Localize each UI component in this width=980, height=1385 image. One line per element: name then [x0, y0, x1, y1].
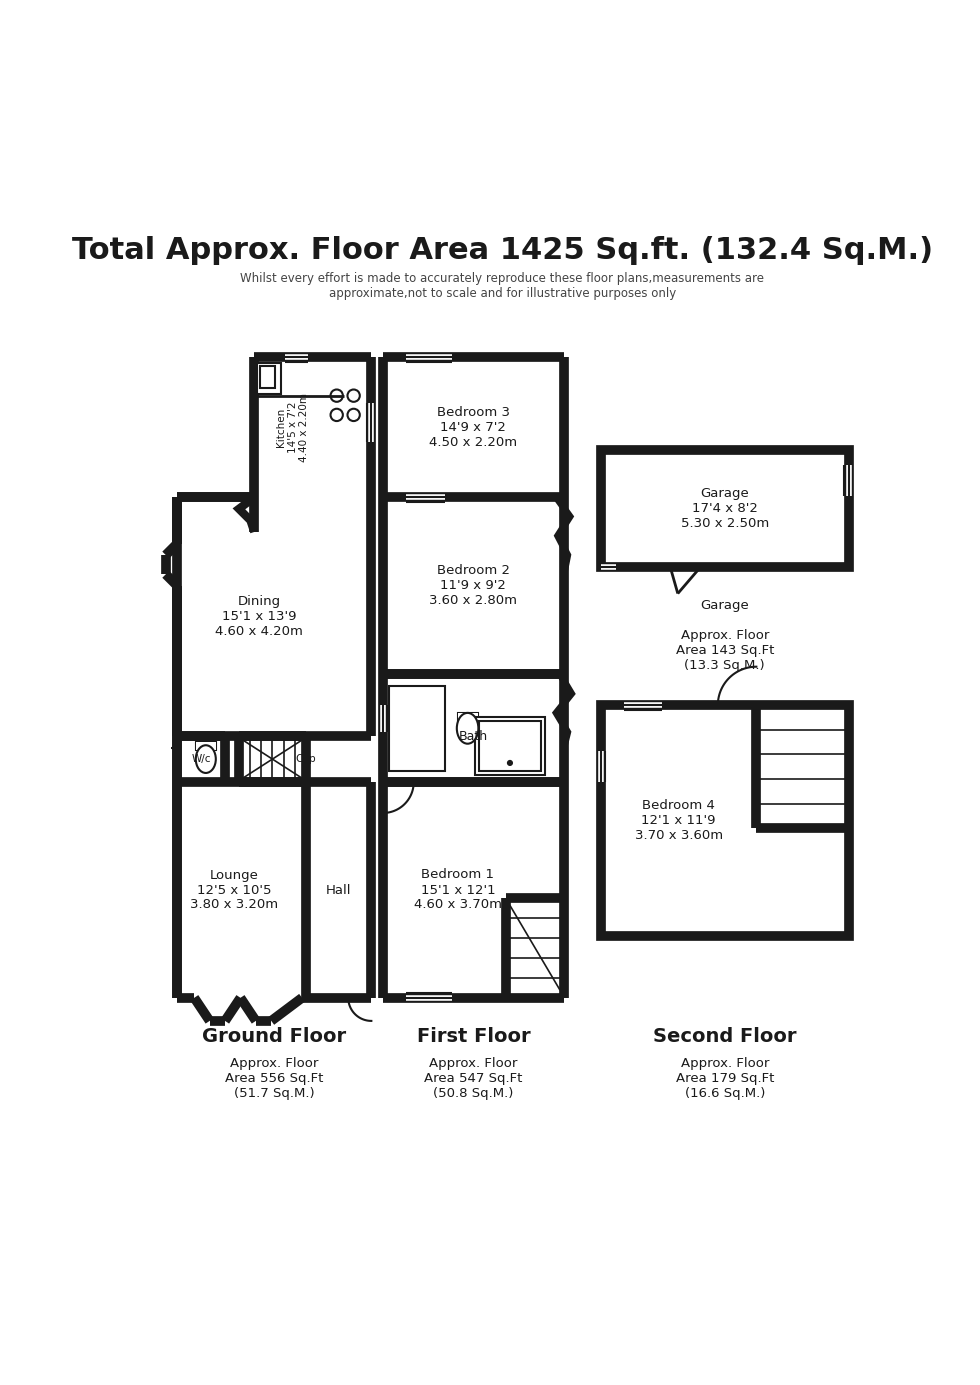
Bar	[260, 367, 275, 388]
Text: Kitchen
14'5 x 7'2
4.40 x 2.20m: Kitchen 14'5 x 7'2 4.40 x 2.20m	[276, 393, 310, 461]
Bar	[475, 717, 545, 774]
Text: Bedroom 2
11'9 x 9'2
3.60 x 2.80m: Bedroom 2 11'9 x 9'2 3.60 x 2.80m	[429, 564, 517, 608]
Text: Lounge
12'5 x 10'5
3.80 x 3.20m: Lounge 12'5 x 10'5 3.80 x 3.20m	[190, 868, 278, 911]
Bar	[601, 705, 849, 936]
Ellipse shape	[196, 745, 216, 773]
Text: Bedroom 1
15'1 x 12'1
4.60 x 3.70m: Bedroom 1 15'1 x 12'1 4.60 x 3.70m	[414, 868, 502, 911]
Bar	[196, 742, 216, 749]
Text: Garage

Approx. Floor
Area 143 Sq.Ft
(13.3 Sq.M.): Garage Approx. Floor Area 143 Sq.Ft (13.…	[675, 600, 774, 672]
Bar	[601, 450, 849, 566]
Bar	[257, 363, 281, 395]
Text: Cup: Cup	[296, 753, 317, 765]
Text: Approx. Floor
Area 179 Sq.Ft
(16.6 Sq.M.): Approx. Floor Area 179 Sq.Ft (16.6 Sq.M.…	[675, 1057, 774, 1100]
Text: W/c: W/c	[191, 753, 211, 765]
Bar	[479, 720, 541, 770]
Circle shape	[507, 760, 514, 766]
Ellipse shape	[457, 713, 478, 744]
Text: Approx. Floor
Area 556 Sq.Ft
(51.7 Sq.M.): Approx. Floor Area 556 Sq.Ft (51.7 Sq.M.…	[225, 1057, 323, 1100]
Text: Bedroom 4
12'1 x 11'9
3.70 x 3.60m: Bedroom 4 12'1 x 11'9 3.70 x 3.60m	[634, 799, 722, 842]
Text: Total Approx. Floor Area 1425 Sq.ft. (132.4 Sq.M.): Total Approx. Floor Area 1425 Sq.ft. (13…	[72, 237, 933, 266]
Bar	[196, 742, 216, 749]
Text: Second Floor: Second Floor	[653, 1026, 797, 1046]
Text: First Floor: First Floor	[416, 1026, 530, 1046]
Bar	[389, 686, 445, 770]
Text: Dining
15'1 x 13'9
4.60 x 4.20m: Dining 15'1 x 13'9 4.60 x 4.20m	[215, 596, 303, 638]
Text: Whilst every effort is made to accurately reproduce these floor plans,measuremen: Whilst every effort is made to accuratel…	[240, 271, 764, 299]
Bar	[458, 713, 477, 722]
Bar	[458, 713, 477, 722]
Text: Garage
17'4 x 8'2
5.30 x 2.50m: Garage 17'4 x 8'2 5.30 x 2.50m	[681, 486, 769, 529]
Text: Approx. Floor
Area 547 Sq.Ft
(50.8 Sq.M.): Approx. Floor Area 547 Sq.Ft (50.8 Sq.M.…	[424, 1057, 522, 1100]
Text: Bedroom 3
14'9 x 7'2
4.50 x 2.20m: Bedroom 3 14'9 x 7'2 4.50 x 2.20m	[429, 406, 517, 449]
Text: Ground Floor: Ground Floor	[202, 1026, 346, 1046]
Text: Bath: Bath	[459, 730, 488, 742]
Text: Hall: Hall	[326, 884, 352, 896]
